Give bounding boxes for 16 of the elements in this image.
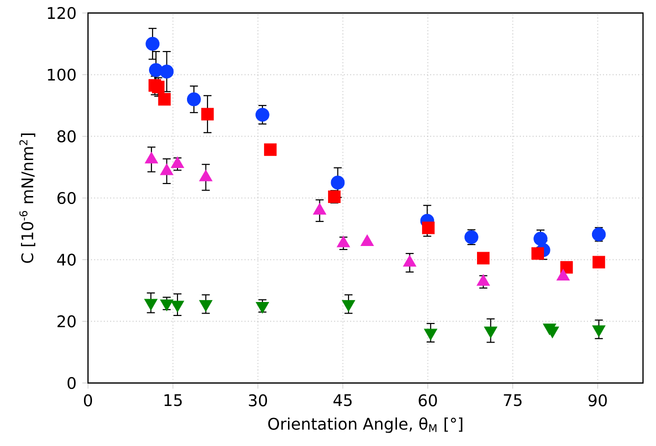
x-tick-label: 60 bbox=[418, 394, 437, 406]
x-tick-label: 0 bbox=[84, 394, 92, 406]
x-axis-title: Orientation Angle, θ$_{M}$ [°] bbox=[268, 417, 462, 433]
x-tick-label: 90 bbox=[588, 394, 607, 406]
y-axis-title: C [10$^{-6}$ mN/nm$^{2}$] bbox=[19, 134, 36, 263]
x-tick-label: 75 bbox=[504, 394, 522, 406]
x-tick-label: 30 bbox=[248, 394, 268, 406]
y-tick-label: 120 bbox=[48, 6, 76, 20]
y-tick-label: 20 bbox=[58, 315, 76, 328]
x-tick-label: 15 bbox=[164, 394, 182, 406]
y-tick-label: 0 bbox=[68, 376, 76, 390]
y-tick-label: 40 bbox=[57, 254, 76, 266]
y-tick-label: 100 bbox=[48, 68, 76, 81]
y-tick-label: 60 bbox=[57, 192, 76, 204]
y-tick-label: 80 bbox=[57, 130, 76, 142]
x-tick-label: 45 bbox=[333, 394, 352, 406]
